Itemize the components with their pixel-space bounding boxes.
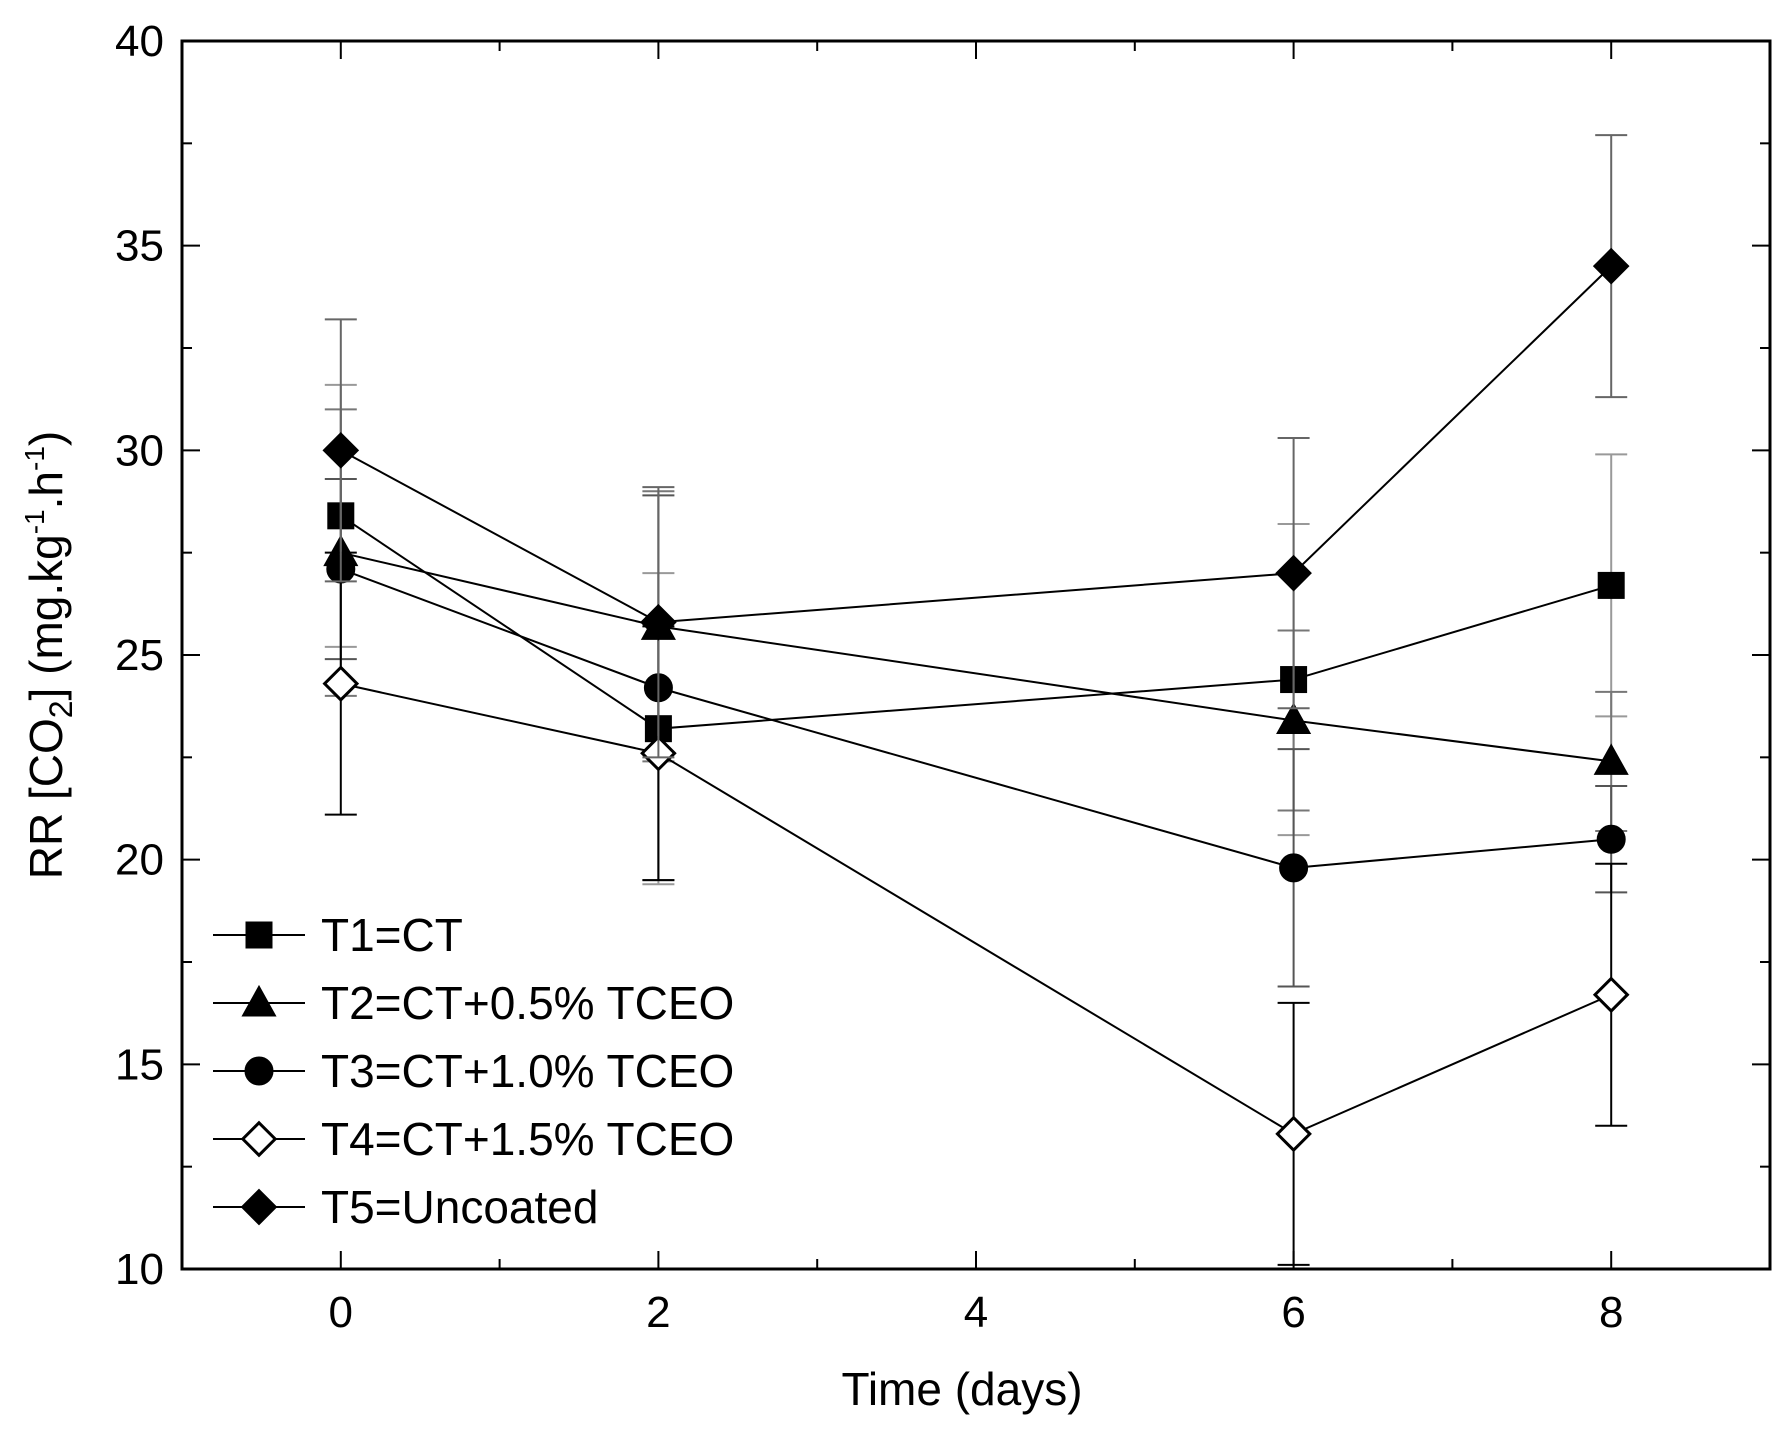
x-tick-label: 2 bbox=[646, 1288, 670, 1337]
y-tick-label: 30 bbox=[115, 426, 164, 475]
series-line bbox=[340, 514, 1612, 730]
data-point bbox=[1275, 1115, 1312, 1153]
legend-label: T1=CT bbox=[321, 909, 463, 961]
legend-item-2: T2=CT+0.5% TCEO bbox=[213, 977, 734, 1029]
data-point bbox=[1592, 976, 1630, 1014]
data-point bbox=[322, 665, 360, 702]
legend-item-4: T4=CT+1.5% TCEO bbox=[213, 1113, 734, 1165]
axis-ticks bbox=[181, 40, 1771, 1270]
data-point bbox=[1275, 554, 1312, 592]
y-tick-label: 35 bbox=[115, 222, 164, 271]
legend-label: T5=Uncoated bbox=[321, 1181, 598, 1233]
legend-item-3: T3=CT+1.0% TCEO bbox=[213, 1045, 734, 1097]
x-tick-label: 0 bbox=[329, 1288, 353, 1337]
data-point bbox=[322, 432, 360, 469]
series-line bbox=[340, 265, 1612, 624]
data-point bbox=[1593, 743, 1629, 775]
legend-marker bbox=[240, 1188, 278, 1226]
legend-marker bbox=[244, 1056, 274, 1086]
series-3 bbox=[324, 477, 1628, 988]
data-point bbox=[1592, 247, 1630, 285]
legend-label: T2=CT+0.5% TCEO bbox=[321, 977, 734, 1029]
series-5 bbox=[322, 134, 1630, 759]
y-tick-label: 15 bbox=[115, 1040, 164, 1089]
y-axis-title: RR [CO2] (mg.kg-1.h-1) bbox=[19, 431, 79, 879]
series-1 bbox=[324, 383, 1628, 886]
x-tick-label: 6 bbox=[1281, 1288, 1305, 1337]
legend-marker bbox=[245, 921, 273, 949]
data-point bbox=[1596, 824, 1626, 854]
series-2 bbox=[323, 408, 1629, 833]
data-point bbox=[640, 603, 677, 641]
legend-marker bbox=[241, 984, 277, 1017]
y-tick-label: 40 bbox=[115, 17, 164, 66]
series-line bbox=[340, 682, 1612, 1136]
legend-label: T4=CT+1.5% TCEO bbox=[321, 1113, 734, 1165]
data-point bbox=[1276, 702, 1312, 734]
series-layer bbox=[322, 134, 1630, 1266]
y-tick-label: 25 bbox=[115, 631, 164, 680]
x-tick-label: 8 bbox=[1599, 1288, 1623, 1337]
data-point bbox=[1597, 571, 1625, 599]
series-line bbox=[340, 568, 1612, 869]
series-line bbox=[340, 551, 1612, 763]
legend-marker bbox=[240, 1120, 278, 1158]
legend-label: T3=CT+1.0% TCEO bbox=[321, 1045, 734, 1097]
y-tick-label: 20 bbox=[115, 836, 164, 885]
x-tick-label: 4 bbox=[964, 1288, 988, 1337]
x-axis-title: Time (days) bbox=[841, 1363, 1082, 1415]
data-point bbox=[1279, 853, 1309, 883]
tick-labels: 0 2 4 6 8 10 15 20 25 30 35 40 bbox=[115, 17, 1623, 1337]
legend-item-1: T1=CT bbox=[213, 909, 463, 961]
y-tick-label: 10 bbox=[115, 1245, 164, 1294]
legend-item-5: T5=Uncoated bbox=[213, 1181, 598, 1233]
legend: T1=CT T2=CT+0.5% TCEO T3=CT+1.0% TCEO T4=CT… bbox=[213, 909, 734, 1233]
